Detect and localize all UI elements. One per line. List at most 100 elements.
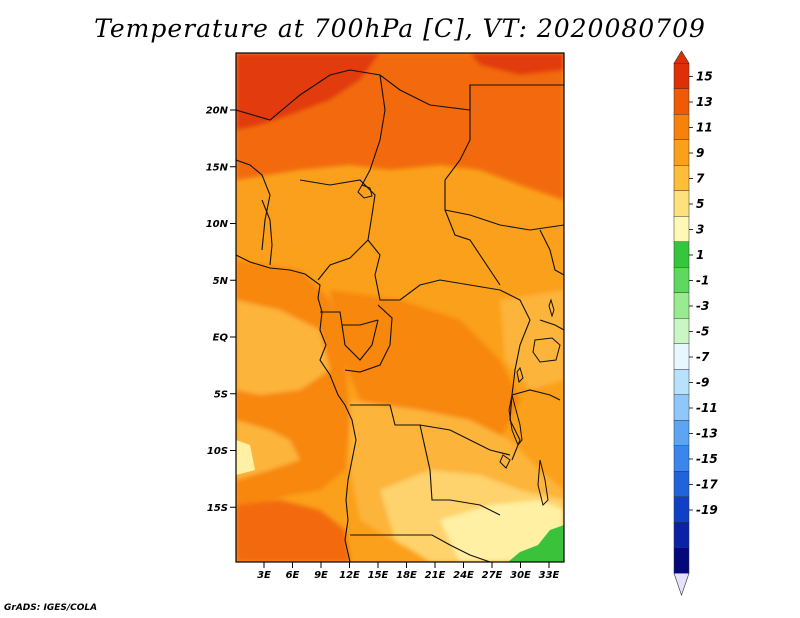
lat-tick-label: 5S [214,389,228,400]
lat-tick-label: EQ [213,333,229,344]
colorbar-label: 11 [696,121,713,135]
colorbar-swatch [673,114,690,140]
lat-tick-label: 15N [206,162,229,173]
colorbar-swatch [673,420,690,446]
colorbar-swatch [673,190,690,217]
colorbar-label: -9 [696,376,709,390]
field-band-gabon [236,300,330,395]
border-namibia [350,534,491,562]
border-drc-south [350,404,511,456]
border-niger [361,74,386,186]
colorbar-label: -19 [696,503,718,517]
lon-tick-label: 18E [396,570,417,581]
lake-tanganyika [508,394,523,446]
colorbar-swatch [673,496,690,523]
colorbar-swatch [673,292,690,319]
colorbar-label: 5 [696,197,704,211]
colorbar-label: -11 [696,401,718,415]
lon-tick-label: 24E [453,570,474,581]
border-nigeria [299,179,376,281]
longitude-axis: 3E 6E 9E 12E 15E 18E 21E 24E 27E 30E 33E [257,562,560,581]
country-borders [236,69,564,562]
temperature-field [236,53,564,562]
lakes [357,184,561,506]
lat-tick-label: 10N [206,219,229,230]
colorbar-label: -7 [696,350,710,364]
colorbar-swatch [673,343,690,370]
credit-label: GrADS: IGES/COLA [4,603,98,613]
border-benin-togo [261,199,273,266]
colorbar-swatch [673,522,690,548]
lon-tick-label: 30E [510,570,531,581]
lake-kivu [516,366,524,384]
border-drc-east [499,289,531,461]
colorbar-label: -3 [696,299,709,313]
colorbar-label: -1 [696,274,709,288]
latitude-axis: 20N 15N 10N 5N EQ 5S 10S 15S [206,106,236,514]
colorbar-swatch [673,241,690,268]
colorbar-swatch [673,216,690,242]
colorbar-swatch [673,267,690,293]
lat-tick-label: 5N [213,276,229,287]
colorbar-swatch [673,471,690,497]
lat-tick-label: 20N [206,106,229,117]
border-east-horn [539,319,564,331]
colorbar-label: 3 [696,223,704,237]
colorbar-swatch [673,318,690,344]
border-ethiopia [539,229,564,276]
field-band-north-14 [236,53,380,130]
colorbar-label: 9 [696,146,704,160]
border-coastline-west [236,254,357,562]
border-drc-north [344,304,393,373]
lat-tick-label: 15S [207,503,228,514]
field-patch-west-coast-yellow [236,440,255,475]
colorbar-over-arrow [673,50,690,64]
colorbar-label: 7 [696,172,705,186]
colorbar-label: -17 [696,478,718,492]
border-angola-zambia [419,424,501,516]
map-frame [235,52,565,563]
lon-tick-label: 21E [425,570,446,581]
colorbar-swatch [673,547,690,574]
lake-malawi [537,459,549,506]
lake-victoria [532,337,561,363]
lake-chad [357,184,373,199]
lake-mweru [499,454,511,469]
colorbar-label: 13 [696,95,713,109]
border-west-small [236,159,271,251]
lat-tick-label: 10S [207,446,228,457]
lon-tick-label: 6E [286,570,300,581]
lon-tick-label: 15E [368,570,389,581]
field-band-south-4 [440,500,564,562]
border-gabon-congo [341,319,379,361]
colorbar-label: 15 [696,70,713,84]
field-band-green-small [546,528,562,548]
lon-tick-label: 9E [314,570,328,581]
colorbar-swatch [673,445,690,472]
colorbar-swatch [673,165,690,191]
lon-tick-label: 3E [257,570,271,581]
lon-tick-label: 33E [539,570,560,581]
colorbar-swatch [673,88,690,115]
colorbar-swatch [673,139,690,166]
border-tanzania [511,389,561,401]
colorbar-swatch [673,63,690,89]
colorbar-label: 1 [696,248,704,262]
map-title: Temperature at 700hPa [C], VT: 202008070… [94,14,706,43]
lon-tick-label: 27E [482,570,503,581]
colorbar-swatch [673,394,690,421]
colorbar-swatch [673,369,690,395]
colorbar-under-arrow [673,572,690,597]
colorbar: 15 13 11 9 7 5 3 1 -1 -3 -5 -7 -9 -11 -13 -15 -17 -19 [673,50,718,597]
lake-rudolf [548,298,555,318]
colorbar-label: -15 [696,452,718,466]
border-sudan-ss [444,209,564,231]
field-band-southwest-warm [236,500,350,562]
lon-tick-label: 12E [339,570,360,581]
border-cameroon-car [367,239,501,301]
colorbar-label: -5 [696,325,709,339]
field-band-northeast-14 [470,53,564,75]
field-band-sahel [236,170,564,255]
colorbar-label: -13 [696,427,718,441]
